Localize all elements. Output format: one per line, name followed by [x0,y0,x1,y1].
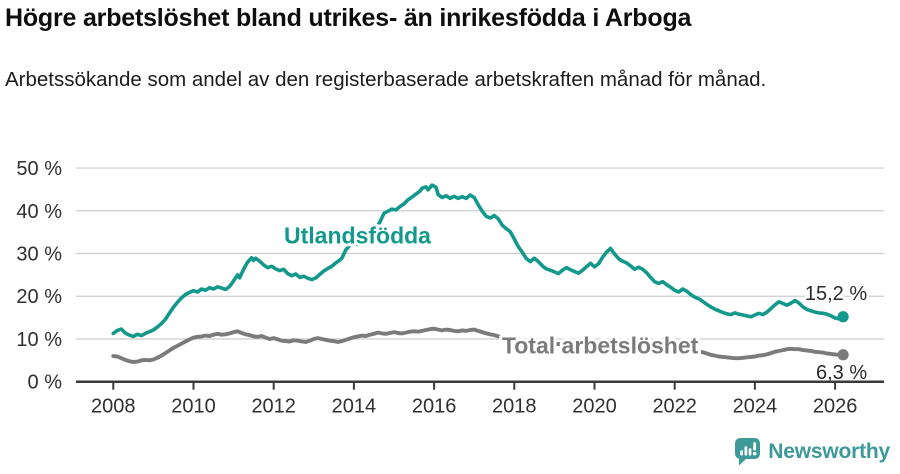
y-tick-label-10: 10 % [16,329,62,351]
x-tick-label-2010: 2010 [171,396,216,418]
page-title: Högre arbetslöshet bland utrikes- än inr… [5,4,692,32]
y-tick-label-20: 20 % [16,286,62,308]
chart: Utlandsfödda Total arbetslöshet 15,2 % 6,3 … [0,140,900,430]
x-tick-label-2014: 2014 [332,396,377,418]
series-line-total [111,326,846,364]
x-tick-label-2024: 2024 [733,396,778,418]
end-dot-utlandsfodda [837,311,849,323]
x-tick-label-2012: 2012 [251,396,296,418]
y-tick-label-0: 0 % [28,372,63,394]
series-label-total: Total arbetslöshet [502,332,699,358]
newsworthy-wordmark: Newsworthy [768,439,890,463]
y-tick-label-30: 30 % [16,244,62,266]
brand-footer: Newsworthy [734,437,890,466]
end-dot-total [837,349,849,361]
x-tick-label-2022: 2022 [652,396,697,418]
y-tick-label-40: 40 % [16,201,62,223]
x-tick-label-2016: 2016 [412,396,457,418]
series-label-utlandsfodda: Utlandsfödda [284,223,431,249]
x-tick-label-2008: 2008 [91,396,136,418]
x-tick-label-2020: 2020 [572,396,617,418]
series-line-utlandsfodda [111,183,845,339]
x-tick-label-2026: 2026 [813,396,858,418]
newsworthy-logo-icon [735,438,761,466]
end-value-label-utlandsfodda: 15,2 % [805,283,867,305]
y-tick-label-50: 50 % [16,158,62,180]
chart-subtitle: Arbetssökande som andel av den registerb… [5,68,767,91]
x-tick-label-2018: 2018 [492,396,537,418]
